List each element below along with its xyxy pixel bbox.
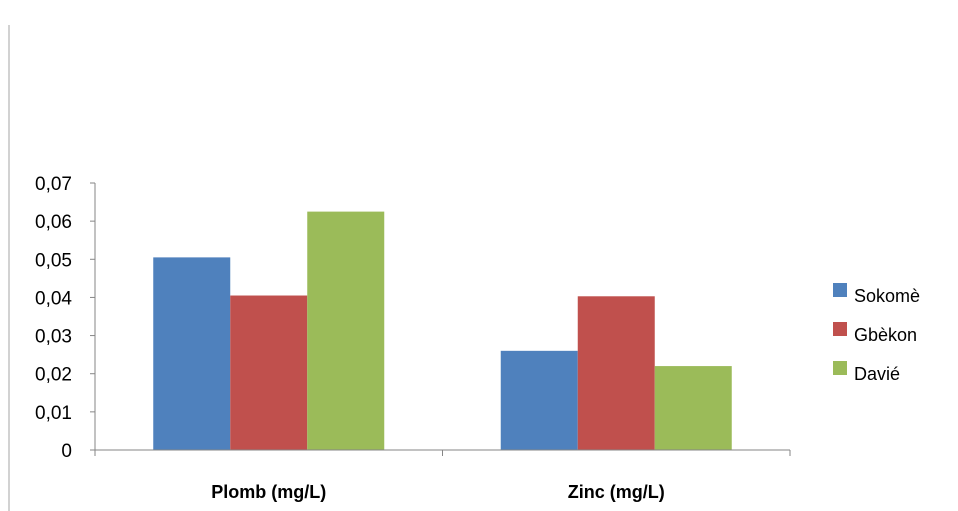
category-label: Zinc (mg/L): [568, 482, 665, 502]
legend-label: Gbèkon: [854, 325, 917, 345]
y-axis: 0 0,01 0,02 0,03 0,04 0,05 0,06 0,07: [35, 174, 96, 462]
bar-2-1: [230, 295, 308, 450]
y-tick-label: 0,06: [35, 212, 72, 233]
bar-2-2: [577, 296, 655, 450]
legend-swatch: [833, 361, 847, 375]
y-tick-label: 0,02: [35, 365, 72, 386]
x-axis: Plomb (mg/L) Zinc (mg/L): [94, 449, 791, 502]
y-tick-label: 0,07: [35, 174, 72, 195]
legend-label: Davié: [854, 364, 900, 384]
legend: Sokomè Gbèkon Davié: [833, 283, 920, 384]
bar-3-2: [654, 366, 732, 450]
y-tick-label: 0: [61, 441, 72, 462]
bar-1-1: [153, 257, 231, 450]
y-tick-label: 0,03: [35, 327, 72, 348]
y-tick-label: 0,04: [35, 288, 72, 309]
category-label: Plomb (mg/L): [211, 482, 326, 502]
legend-label: Sokomè: [854, 286, 920, 306]
y-tick-label: 0,05: [35, 250, 72, 271]
bars: [153, 211, 732, 450]
bar-1-2: [500, 350, 578, 450]
legend-swatch: [833, 322, 847, 336]
y-tick-label: 0,01: [35, 403, 72, 424]
legend-swatch: [833, 283, 847, 297]
bar-3-1: [307, 211, 385, 450]
